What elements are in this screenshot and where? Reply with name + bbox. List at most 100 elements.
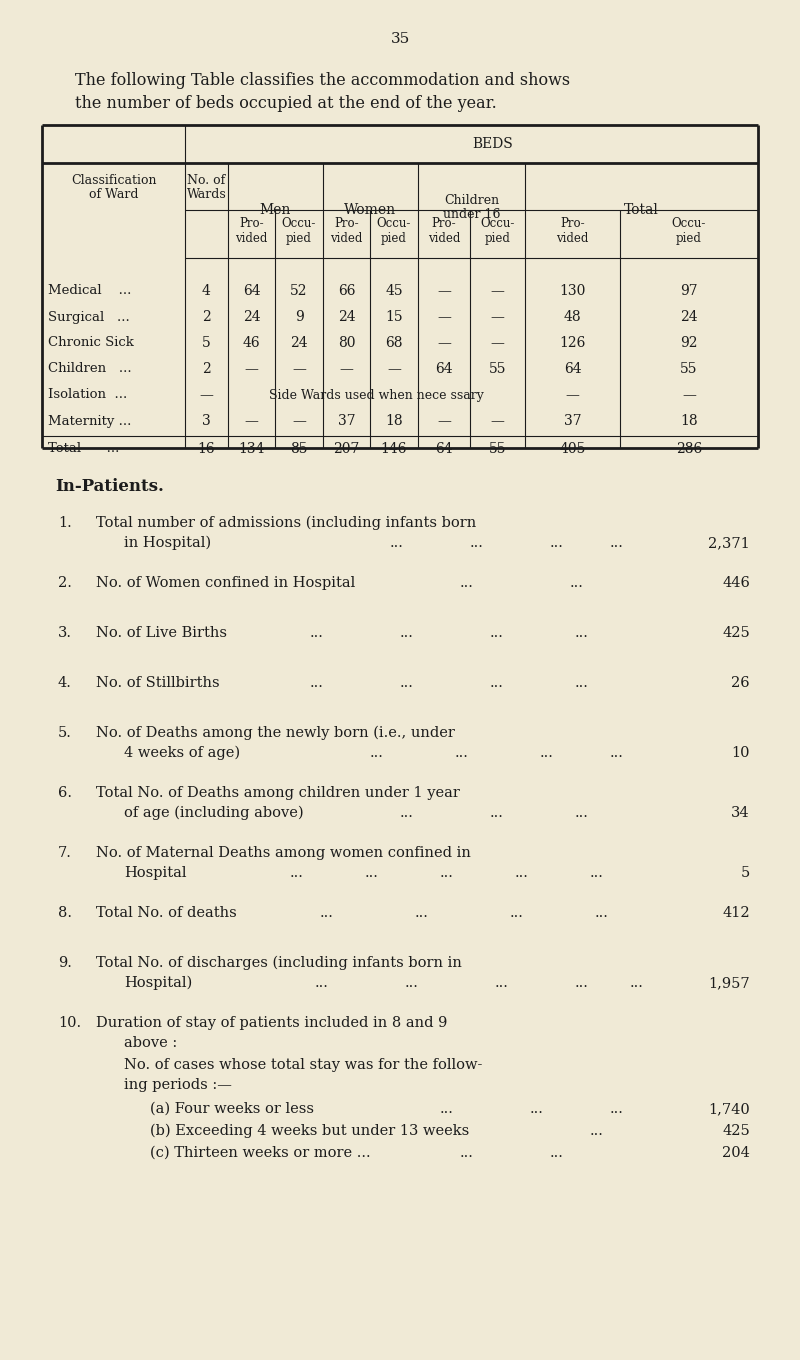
Text: 5.: 5. [58, 726, 72, 740]
Text: 207: 207 [334, 442, 360, 456]
Text: Occu-
pied: Occu- pied [282, 218, 316, 245]
Text: Side Wards used when nece ssary: Side Wards used when nece ssary [269, 389, 484, 401]
Text: ...: ... [575, 976, 589, 990]
Text: ...: ... [570, 577, 584, 590]
Text: 425: 425 [722, 626, 750, 641]
Text: The following Table classifies the accommodation and shows: The following Table classifies the accom… [75, 72, 570, 88]
Text: —: — [339, 362, 354, 375]
Text: 48: 48 [564, 310, 582, 324]
Text: Hospital: Hospital [124, 866, 186, 880]
Text: Pro-
vided: Pro- vided [556, 218, 589, 245]
Text: 10.: 10. [58, 1016, 81, 1030]
Text: 126: 126 [559, 336, 586, 350]
Text: 64: 64 [435, 362, 453, 375]
Text: ...: ... [310, 626, 324, 641]
Text: 204: 204 [722, 1146, 750, 1160]
Text: 34: 34 [731, 806, 750, 820]
Text: ...: ... [575, 676, 589, 690]
Text: ...: ... [460, 577, 474, 590]
Text: 92: 92 [680, 336, 698, 350]
Text: ...: ... [490, 806, 504, 820]
Text: Medical    ...: Medical ... [48, 284, 131, 298]
Text: 405: 405 [559, 442, 586, 456]
Text: ...: ... [400, 676, 414, 690]
Text: ...: ... [440, 866, 454, 880]
Text: Total: Total [624, 204, 659, 218]
Text: 9.: 9. [58, 956, 72, 970]
Text: No. of Women confined in Hospital: No. of Women confined in Hospital [96, 577, 355, 590]
Text: 10: 10 [731, 747, 750, 760]
Text: ...: ... [575, 806, 589, 820]
Text: ...: ... [610, 1102, 624, 1117]
Text: ...: ... [530, 1102, 544, 1117]
Text: —: — [682, 388, 696, 403]
Text: ...: ... [550, 1146, 564, 1160]
Text: —: — [437, 413, 451, 428]
Text: ...: ... [610, 747, 624, 760]
Text: ...: ... [575, 626, 589, 641]
Text: —: — [245, 413, 258, 428]
Text: 64: 64 [242, 284, 260, 298]
Text: 2.: 2. [58, 577, 72, 590]
Text: Pro-
vided: Pro- vided [428, 218, 460, 245]
Text: —: — [566, 388, 579, 403]
Text: ing periods :—: ing periods :— [124, 1078, 232, 1092]
Text: 35: 35 [390, 33, 410, 46]
Text: ...: ... [440, 1102, 454, 1117]
Text: ...: ... [400, 806, 414, 820]
Text: 5: 5 [202, 336, 211, 350]
Text: the number of beds occupied at the end of the year.: the number of beds occupied at the end o… [75, 95, 497, 112]
Text: ...: ... [495, 976, 509, 990]
Text: 45: 45 [385, 284, 403, 298]
Text: —: — [387, 362, 401, 375]
Text: 55: 55 [489, 442, 506, 456]
Text: Classification
of Ward: Classification of Ward [70, 174, 156, 201]
Text: ...: ... [590, 866, 604, 880]
Text: 446: 446 [722, 577, 750, 590]
Text: ...: ... [370, 747, 384, 760]
Text: ...: ... [390, 536, 404, 549]
Text: 1,957: 1,957 [708, 976, 750, 990]
Text: Total No. of Deaths among children under 1 year: Total No. of Deaths among children under… [96, 786, 460, 800]
Text: of age (including above): of age (including above) [124, 806, 304, 820]
Text: Pro-
vided: Pro- vided [235, 218, 268, 245]
Text: (a) Four weeks or less: (a) Four weeks or less [150, 1102, 314, 1117]
Text: 2,371: 2,371 [708, 536, 750, 549]
Text: 4 weeks of age): 4 weeks of age) [124, 747, 240, 760]
Text: ...: ... [400, 626, 414, 641]
Text: Total number of admissions (including infants born: Total number of admissions (including in… [96, 515, 476, 530]
Text: 5: 5 [741, 866, 750, 880]
Text: 66: 66 [338, 284, 355, 298]
Text: ...: ... [405, 976, 419, 990]
Text: —: — [292, 413, 306, 428]
Text: Chronic Sick: Chronic Sick [48, 336, 134, 350]
Text: Occu-
pied: Occu- pied [480, 218, 514, 245]
Text: 24: 24 [680, 310, 698, 324]
Text: 9: 9 [294, 310, 303, 324]
Text: ...: ... [415, 906, 429, 919]
Text: 6.: 6. [58, 786, 72, 800]
Text: Total No. of discharges (including infants born in: Total No. of discharges (including infan… [96, 956, 462, 971]
Text: —: — [199, 388, 214, 403]
Text: 286: 286 [676, 442, 702, 456]
Text: ...: ... [510, 906, 524, 919]
Text: —: — [245, 362, 258, 375]
Text: In-Patients.: In-Patients. [55, 477, 164, 495]
Text: 85: 85 [290, 442, 308, 456]
Text: 24: 24 [290, 336, 308, 350]
Text: 134: 134 [238, 442, 265, 456]
Text: (c) Thirteen weeks or more ...: (c) Thirteen weeks or more ... [150, 1146, 370, 1160]
Text: BEDS: BEDS [473, 137, 514, 151]
Text: 24: 24 [338, 310, 355, 324]
Text: —: — [490, 413, 505, 428]
Text: Pro-
vided: Pro- vided [330, 218, 362, 245]
Text: No. of Deaths among the newly born (i.e., under: No. of Deaths among the newly born (i.e.… [96, 726, 455, 740]
Text: No. of Live Births: No. of Live Births [96, 626, 227, 641]
Text: —: — [490, 336, 505, 350]
Text: 4: 4 [202, 284, 211, 298]
Text: ...: ... [610, 536, 624, 549]
Text: ...: ... [595, 906, 609, 919]
Text: ...: ... [540, 747, 554, 760]
Text: ...: ... [365, 866, 379, 880]
Text: 8.: 8. [58, 906, 72, 919]
